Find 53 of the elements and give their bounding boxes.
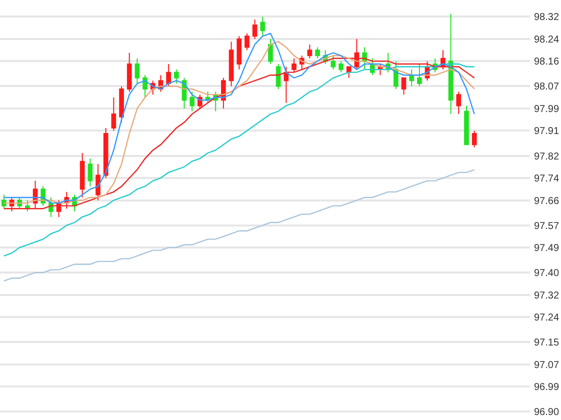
candlestick [472, 130, 477, 148]
candlestick [394, 60, 398, 90]
y-tick-label: 97.07 [534, 360, 560, 371]
candlestick [456, 91, 462, 115]
candlestick [409, 69, 414, 87]
line-series [3, 63, 475, 256]
candlestick [236, 36, 242, 70]
candlestick [126, 52, 132, 92]
y-tick-label: 97.49 [534, 243, 560, 254]
y-tick-label: 97.74 [534, 174, 560, 185]
candlestick [307, 44, 312, 59]
y-tick-label: 98.16 [534, 56, 560, 68]
candlestick [88, 158, 93, 187]
candlestick [417, 63, 422, 87]
candlestick [464, 105, 469, 146]
candlestick [228, 41, 234, 87]
y-tick-label: 97.99 [534, 104, 560, 115]
candlestick [448, 13, 454, 115]
y-tick-label: 97.32 [534, 290, 560, 302]
candlestick [338, 60, 344, 73]
candlestick [330, 55, 336, 70]
candlestick [111, 96, 116, 132]
candlestick [134, 58, 140, 84]
candlestick [96, 164, 100, 201]
candlestick [276, 63, 281, 90]
y-tick-label: 96.90 [534, 407, 560, 418]
y-tick-label: 97.91 [534, 126, 560, 138]
candlestick [315, 46, 320, 59]
candlestick [244, 32, 250, 51]
line-series [3, 169, 475, 282]
y-tick-label: 97.15 [534, 338, 560, 349]
candlestick [284, 66, 289, 104]
candlestick [166, 63, 171, 87]
y-tick-label: 97.66 [534, 196, 560, 207]
candlestick [292, 58, 296, 73]
candlestick [268, 38, 273, 64]
y-tick-label: 97.40 [534, 268, 560, 280]
y-tick-label: 96.99 [534, 382, 560, 394]
candlestick [103, 127, 108, 179]
y-tick-label: 98.07 [534, 82, 560, 93]
candlestick [401, 77, 406, 96]
y-tick-label: 98.24 [534, 34, 560, 46]
candlestick [190, 91, 195, 112]
candlestick [2, 194, 6, 210]
candlestick [174, 69, 179, 84]
candlestick [80, 152, 85, 198]
y-tick-label: 98.32 [534, 12, 560, 24]
candlestick [260, 16, 266, 37]
candlestick [119, 86, 124, 123]
y-tick-label: 97.24 [534, 312, 560, 324]
y-tick-label: 97.82 [534, 151, 560, 162]
y-tick-label: 97.57 [534, 220, 560, 232]
candlestick [252, 18, 258, 40]
